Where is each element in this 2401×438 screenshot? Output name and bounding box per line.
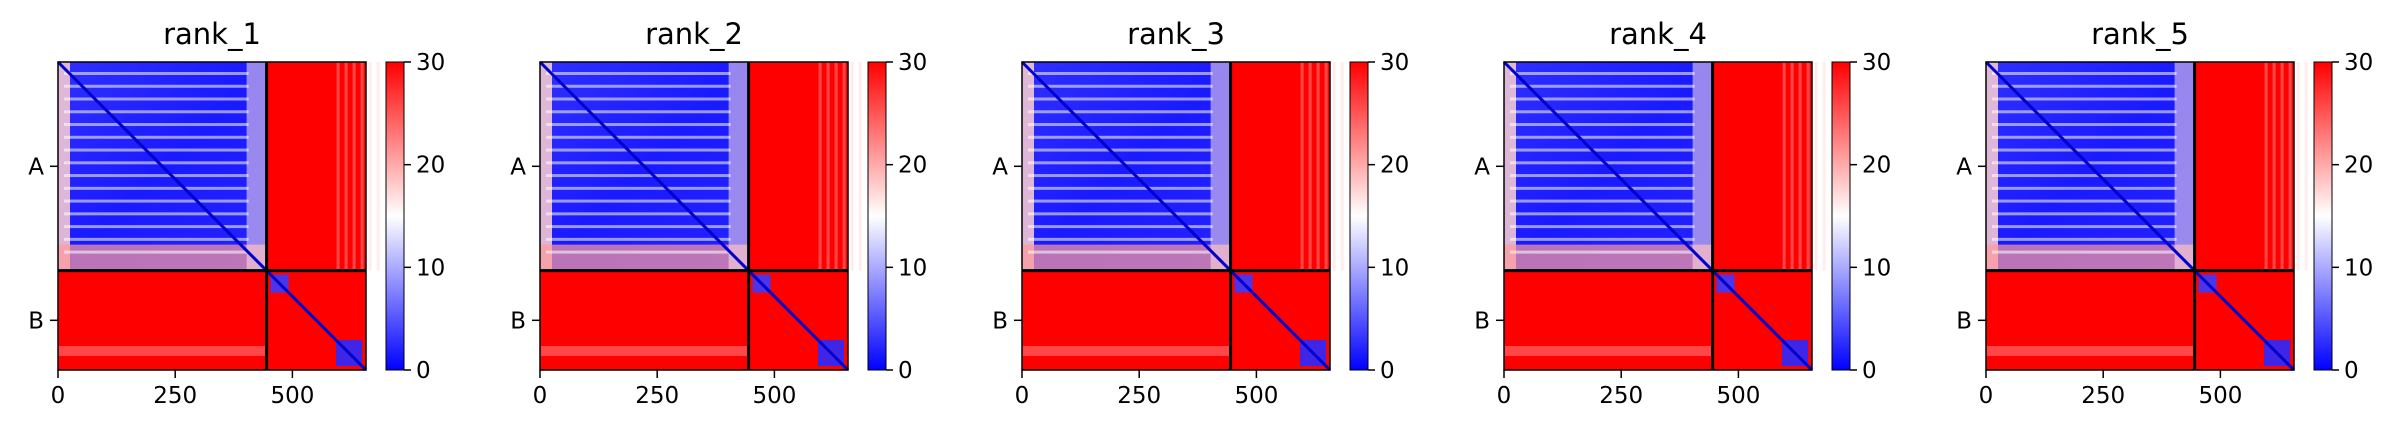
colorbar-tick-label: 0	[416, 358, 431, 384]
panel-3: rank_3 0 250 500 A B 0 10 20 30	[992, 17, 1409, 409]
x-tick-label: 500	[2198, 383, 2242, 409]
colorbar-tick-label: 20	[1380, 153, 1409, 179]
x-tick-label: 500	[752, 383, 796, 409]
off-diagonal-texture	[1022, 62, 1344, 356]
panel-5: rank_5 0 250 500 A B 0 10 20 30	[1956, 17, 2373, 409]
heatmap-frame	[1503, 61, 1813, 371]
chain-a-right-edge	[246, 62, 267, 271]
chain-label: B	[1956, 308, 1972, 334]
x-tick-label: 0	[1015, 383, 1030, 409]
chain-label: A	[992, 154, 1008, 180]
colorbar-tick-label: 10	[898, 255, 927, 281]
chain-a-bottom-edge	[540, 244, 749, 271]
chain-a-right-edge	[1210, 62, 1231, 271]
colorbar	[2313, 61, 2333, 371]
x-tick-label: 250	[1117, 383, 1161, 409]
colorbar	[1831, 61, 1851, 371]
x-tick-label: 500	[270, 383, 314, 409]
chain-label: A	[28, 154, 44, 180]
chain-a-bottom-edge	[58, 244, 267, 271]
colorbar-tick-label: 10	[416, 255, 445, 281]
off-diagonal-texture	[58, 62, 380, 356]
chain-a-stripes	[1028, 72, 1213, 254]
chain-a-stripes	[1992, 72, 2177, 254]
x-tick-label: 0	[1979, 383, 1994, 409]
diagonal-line	[538, 60, 850, 372]
panel-2: rank_2 0 250 500 A B 0 10 20 30	[510, 17, 927, 409]
panel-title: rank_2	[645, 17, 743, 51]
chain-a-bottom-edge	[1986, 244, 2195, 271]
diagonal-line	[1984, 60, 2296, 372]
chain-label: B	[28, 308, 44, 334]
colorbar-tick-label: 0	[1862, 358, 1877, 384]
chain-a-stripes	[64, 72, 249, 254]
off-diagonal-texture	[1986, 62, 2308, 356]
colorbar	[1349, 61, 1369, 371]
colorbar-tick-label: 30	[416, 50, 445, 76]
chain-a-right-edge	[2174, 62, 2195, 271]
x-tick-label: 500	[1234, 383, 1278, 409]
heatmap-frame	[57, 61, 367, 371]
colorbar-tick-label: 30	[1380, 50, 1409, 76]
colorbar-tick-label: 0	[898, 358, 913, 384]
colorbar	[385, 61, 405, 371]
x-tick-label: 250	[635, 383, 679, 409]
chain-label: A	[510, 154, 526, 180]
chain-a-right-edge	[1692, 62, 1713, 271]
chain-a-left-edge	[58, 62, 70, 271]
diagonal-line	[1020, 60, 1332, 372]
x-tick-label: 250	[1599, 383, 1643, 409]
chain-a-right-edge	[728, 62, 749, 271]
colorbar-tick-label: 30	[2344, 50, 2373, 76]
x-tick-label: 0	[533, 383, 548, 409]
chain-a-bottom-edge	[1022, 244, 1231, 271]
colorbar-tick-label: 10	[1862, 255, 1891, 281]
colorbar-tick-label: 20	[898, 153, 927, 179]
chain-label: B	[1474, 308, 1490, 334]
heatmap-frame	[539, 61, 849, 371]
off-diagonal-texture	[540, 62, 862, 356]
panel-title: rank_1	[163, 17, 261, 51]
chain-a-bottom-edge	[1504, 244, 1713, 271]
chain-a-left-edge	[1986, 62, 1998, 271]
chain-a-left-edge	[540, 62, 552, 271]
colorbar-tick-label: 30	[1862, 50, 1891, 76]
colorbar-tick-label: 0	[2344, 358, 2359, 384]
diagonal-line	[56, 60, 368, 372]
x-tick-label: 0	[1497, 383, 1512, 409]
diagonal-line	[1502, 60, 1814, 372]
x-tick-label: 500	[1716, 383, 1760, 409]
chain-a-left-edge	[1022, 62, 1034, 271]
chain-a-left-edge	[1504, 62, 1516, 271]
colorbar-tick-label: 10	[2344, 255, 2373, 281]
colorbar-tick-label: 0	[1380, 358, 1395, 384]
colorbar-tick-label: 30	[898, 50, 927, 76]
panel-1: rank_1 0 250 500 A B 0 10 20 30	[28, 17, 445, 409]
chain-label: A	[1956, 154, 1972, 180]
x-tick-label: 250	[2081, 383, 2125, 409]
off-diagonal-texture	[1504, 62, 1826, 356]
chain-a-stripes	[546, 72, 731, 254]
colorbar-tick-label: 10	[1380, 255, 1409, 281]
colorbar-tick-label: 20	[2344, 153, 2373, 179]
chain-label: B	[992, 308, 1008, 334]
colorbar	[867, 61, 887, 371]
chain-label: B	[510, 308, 526, 334]
colorbar-tick-label: 20	[1862, 153, 1891, 179]
panel-title: rank_3	[1127, 17, 1225, 51]
panel-title: rank_4	[1609, 17, 1707, 51]
panel-4: rank_4 0 250 500 A B 0 10 20 30	[1474, 17, 1891, 409]
x-tick-label: 250	[153, 383, 197, 409]
panel-title: rank_5	[2091, 17, 2189, 51]
heatmap-frame	[1985, 61, 2295, 371]
chain-label: A	[1474, 154, 1490, 180]
chain-a-stripes	[1510, 72, 1695, 254]
x-tick-label: 0	[51, 383, 66, 409]
heatmap-frame	[1021, 61, 1331, 371]
colorbar-tick-label: 20	[416, 153, 445, 179]
